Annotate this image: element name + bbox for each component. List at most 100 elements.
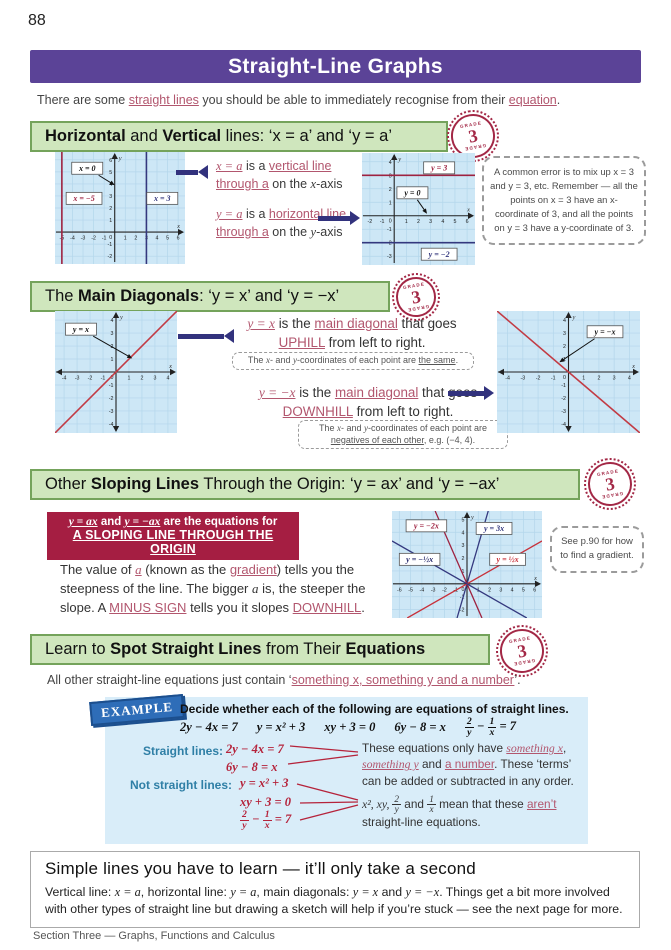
svg-text:4: 4	[462, 530, 465, 536]
sloping-line-rule-box: y = ax and y = −ax are the equations for…	[47, 512, 299, 560]
svg-text:y = −2: y = −2	[428, 250, 450, 259]
svg-text:y = −½x: y = −½x	[405, 555, 433, 564]
page-number: 88	[28, 12, 46, 29]
svg-text:-1: -1	[551, 376, 556, 382]
svg-text:4: 4	[511, 587, 514, 593]
svg-text:-1: -1	[460, 595, 465, 601]
svg-text:-2: -2	[536, 376, 541, 382]
summary-box: Simple lines you have to learn — it’ll o…	[30, 851, 640, 928]
not-straight-equation-1: y = x² + 3	[240, 776, 289, 790]
svg-text:-3: -3	[81, 236, 86, 242]
svg-text:5: 5	[453, 219, 456, 225]
svg-text:-1: -1	[107, 242, 112, 248]
grade-stamp: GRADE 3 GRADE	[388, 269, 444, 325]
svg-text:2: 2	[389, 187, 392, 193]
svg-text:1: 1	[405, 219, 408, 225]
svg-text:1: 1	[111, 357, 114, 363]
grade-stamp: GRADE 3 GRADE	[491, 620, 553, 682]
svg-text:-1: -1	[101, 376, 106, 382]
svg-text:-5: -5	[408, 587, 413, 593]
svg-text:2: 2	[109, 206, 112, 212]
intro-text: There are some straight lines you should…	[37, 93, 561, 107]
svg-text:2: 2	[462, 556, 465, 562]
not-straight-equation-2: xy + 3 = 0	[240, 795, 292, 809]
svg-text:-2: -2	[387, 241, 392, 247]
svg-text:-1: -1	[109, 383, 114, 389]
see-p90-note: See p.90 for how to find a gradient.	[550, 526, 644, 573]
svg-text:-2: -2	[88, 376, 93, 382]
svg-text:-2: -2	[561, 396, 566, 402]
example-equation-row: 2y − 4x = 7 y = x² + 3 xy + 3 = 0 6y − 8…	[180, 716, 517, 738]
svg-text:2: 2	[597, 376, 600, 382]
footer-section-title: Section Three — Graphs, Functions and Ca…	[33, 930, 275, 942]
svg-text:-4: -4	[62, 376, 67, 382]
svg-text:2: 2	[417, 219, 420, 225]
svg-text:6: 6	[177, 236, 180, 242]
svg-text:x: x	[176, 223, 180, 230]
svg-text:-6: -6	[397, 587, 402, 593]
svg-text:4: 4	[156, 236, 159, 242]
svg-text:-3: -3	[521, 376, 526, 382]
not-straight-lines-label: Not straight lines:	[130, 778, 233, 792]
svg-text:3: 3	[429, 219, 432, 225]
page-title-banner: Straight-Line Graphs	[30, 50, 641, 83]
section4-header: Learn to Spot Straight Lines from Their …	[30, 634, 490, 665]
svg-text:3: 3	[462, 543, 465, 549]
svg-text:4: 4	[166, 376, 169, 382]
svg-text:4: 4	[389, 160, 392, 166]
svg-text:1: 1	[563, 357, 566, 363]
svg-text:-4: -4	[420, 587, 425, 593]
svg-text:1: 1	[128, 376, 131, 382]
downhill-diagonal-text: y = −x is the main diagonal that goes DO…	[258, 385, 477, 419]
svg-text:y: y	[572, 314, 576, 321]
negatives-note: The x- and y-coordinates of each point a…	[298, 420, 508, 450]
svg-text:-3: -3	[387, 254, 392, 260]
svg-text:0: 0	[563, 375, 566, 381]
svg-text:-3: -3	[431, 587, 436, 593]
section3-header: Other Sloping Lines Through the Origin: …	[30, 469, 580, 500]
common-error-note: A common error is to mix up x = 3 and y …	[482, 156, 646, 245]
svg-text:5: 5	[109, 170, 112, 176]
section2-header: The Main Diagonals: ‘y = x’ and ‘y = −x’	[30, 281, 390, 312]
svg-text:5: 5	[522, 587, 525, 593]
svg-text:4: 4	[441, 219, 444, 225]
svg-text:y = −x: y = −x	[594, 328, 616, 337]
other-equations-text: All other straight-line equations just c…	[47, 673, 521, 687]
svg-text:-4: -4	[561, 422, 566, 428]
gradient-explanation: The value of a (known as the gradient) t…	[60, 562, 366, 615]
svg-text:y = −2x: y = −2x	[413, 522, 439, 531]
svg-text:-1: -1	[387, 227, 392, 233]
svg-text:4: 4	[563, 318, 566, 324]
svg-text:y = 0: y = 0	[403, 189, 420, 198]
arrow-right-icon	[318, 211, 360, 225]
svg-text:-2: -2	[109, 396, 114, 402]
svg-text:-2: -2	[442, 587, 447, 593]
arrow-right-icon	[448, 386, 494, 400]
svg-text:3: 3	[389, 173, 392, 179]
svg-text:-2: -2	[460, 608, 465, 614]
svg-text:-3: -3	[561, 409, 566, 415]
uphill-diagonal-text: y = x is the main diagonal that goes UPH…	[247, 316, 457, 350]
svg-text:3: 3	[613, 376, 616, 382]
section1-header: Horizontal and Vertical lines: ‘x = a’ a…	[30, 121, 448, 152]
svg-text:y = x: y = x	[72, 325, 89, 334]
svg-text:0: 0	[111, 375, 114, 381]
svg-text:2: 2	[563, 344, 566, 350]
svg-text:1: 1	[124, 236, 127, 242]
straight-lines-label: Straight lines:	[143, 744, 224, 758]
svg-text:3: 3	[111, 331, 114, 337]
straight-equation-2: 6y − 8 = x	[226, 760, 278, 774]
grade-stamp: GRADE 3 GRADE	[579, 453, 641, 515]
svg-text:y = 3: y = 3	[430, 164, 447, 173]
svg-text:6: 6	[533, 587, 536, 593]
svg-text:-2: -2	[91, 236, 96, 242]
svg-text:-2: -2	[107, 254, 112, 260]
summary-heading: Simple lines you have to learn — it’ll o…	[45, 859, 476, 878]
svg-text:5: 5	[166, 236, 169, 242]
svg-text:1: 1	[109, 218, 112, 224]
